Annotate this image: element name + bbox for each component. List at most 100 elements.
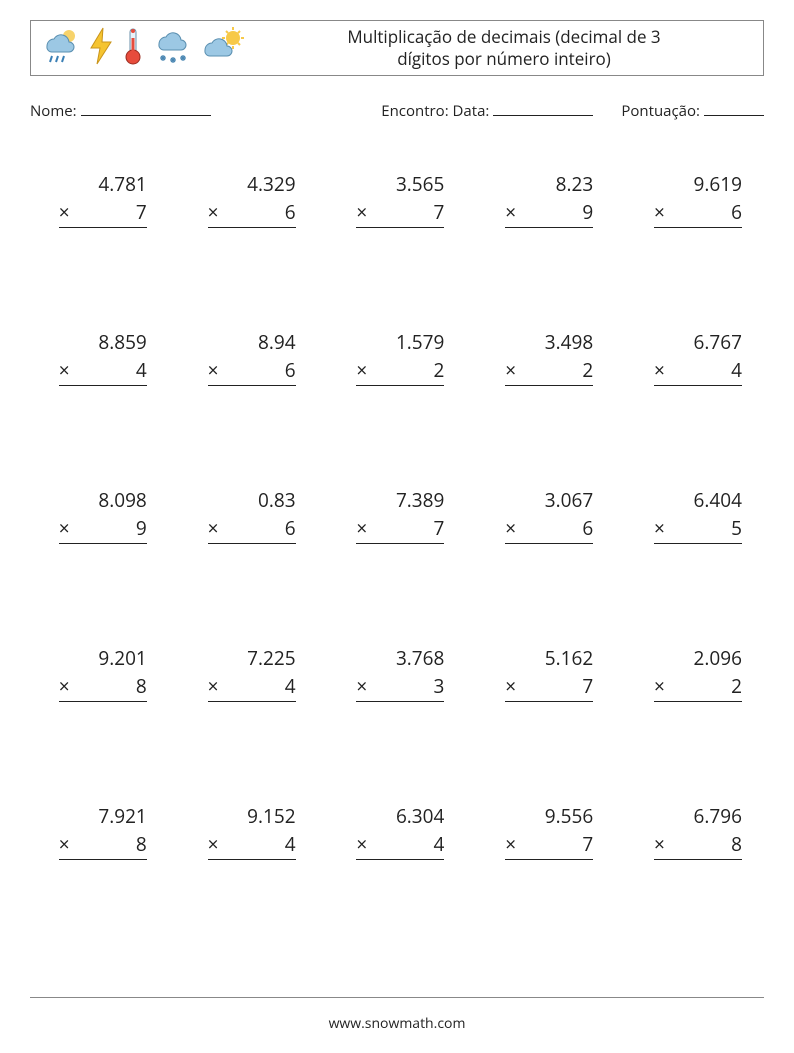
problem-cell: 9.556×7: [476, 783, 615, 941]
multiplicand: 4.781: [59, 171, 147, 197]
multiplier-row: ×7: [505, 673, 593, 702]
multiply-operator: ×: [208, 199, 219, 225]
multiplier-row: ×7: [505, 831, 593, 860]
multiplier: 7: [582, 831, 593, 857]
multiply-operator: ×: [505, 515, 516, 541]
multiply-operator: ×: [59, 357, 70, 383]
problem-cell: 7.225×4: [179, 625, 318, 783]
multiplier: 5: [731, 515, 742, 541]
multiplier: 2: [582, 357, 593, 383]
problem-cell: 8.94×6: [179, 309, 318, 467]
problem-cell: 8.23×9: [476, 151, 615, 309]
multiplicand: 6.796: [654, 803, 742, 829]
encounter-label: Encontro: Data:: [381, 101, 489, 121]
multiplier: 6: [731, 199, 742, 225]
score-field: Pontuação:: [621, 98, 764, 121]
problem-cell: 2.096×2: [625, 625, 764, 783]
snow-cloud-icon: [151, 26, 195, 71]
multiply-operator: ×: [654, 357, 665, 383]
multiplier-row: ×5: [654, 515, 742, 544]
problem-cell: 0.83×6: [179, 467, 318, 625]
multiplier-row: ×8: [59, 831, 147, 860]
multiply-operator: ×: [356, 515, 367, 541]
problem-cell: 5.162×7: [476, 625, 615, 783]
multiply-operator: ×: [654, 199, 665, 225]
score-blank[interactable]: [704, 98, 764, 116]
multiplier: 8: [136, 831, 147, 857]
multiply-operator: ×: [208, 831, 219, 857]
name-blank[interactable]: [81, 98, 211, 116]
multiplier-row: ×2: [654, 673, 742, 702]
multiplier-row: ×4: [654, 357, 742, 386]
info-line: Nome: Encontro: Data: Pontuação:: [30, 98, 764, 121]
multiply-operator: ×: [505, 831, 516, 857]
multiplier: 4: [285, 831, 296, 857]
encounter-field: Encontro: Data:: [381, 98, 593, 121]
name-field: Nome:: [30, 98, 211, 121]
problem-cell: 4.781×7: [30, 151, 169, 309]
multiplier: 4: [434, 831, 445, 857]
multiplier: 6: [285, 357, 296, 383]
multiplier-row: ×4: [356, 831, 444, 860]
multiply-operator: ×: [208, 357, 219, 383]
multiplicand: 8.859: [59, 329, 147, 355]
multiplier-row: ×4: [59, 357, 147, 386]
problem-cell: 3.498×2: [476, 309, 615, 467]
multiplier: 7: [434, 515, 445, 541]
footer: www.snowmath.com: [0, 997, 794, 1033]
multiply-operator: ×: [59, 515, 70, 541]
multiplier: 9: [136, 515, 147, 541]
multiply-operator: ×: [59, 831, 70, 857]
multiplier-row: ×4: [208, 831, 296, 860]
multiplier-row: ×2: [505, 357, 593, 386]
multiplicand: 4.329: [208, 171, 296, 197]
multiplier-row: ×7: [356, 199, 444, 228]
multiply-operator: ×: [208, 673, 219, 699]
worksheet-title: Multiplicação de decimais (decimal de 3 …: [245, 22, 763, 74]
multiply-operator: ×: [208, 515, 219, 541]
multiplier-row: ×7: [59, 199, 147, 228]
multiplier: 8: [136, 673, 147, 699]
multiplicand: 6.304: [356, 803, 444, 829]
multiply-operator: ×: [59, 673, 70, 699]
problem-cell: 3.067×6: [476, 467, 615, 625]
multiply-operator: ×: [356, 673, 367, 699]
problem-cell: 6.304×4: [328, 783, 467, 941]
thermometer-icon: [121, 26, 145, 71]
problem-cell: 3.565×7: [328, 151, 467, 309]
multiplicand: 3.565: [356, 171, 444, 197]
problem-cell: 6.796×8: [625, 783, 764, 941]
problem-cell: 7.921×8: [30, 783, 169, 941]
multiplier-row: ×7: [356, 515, 444, 544]
title-line-1: Multiplicação de decimais (decimal de 3: [347, 25, 660, 48]
multiplier-row: ×3: [356, 673, 444, 702]
multiplicand: 9.556: [505, 803, 593, 829]
multiply-operator: ×: [505, 199, 516, 225]
multiplicand: 7.389: [356, 487, 444, 513]
multiply-operator: ×: [356, 831, 367, 857]
header-band: Multiplicação de decimais (decimal de 3 …: [30, 20, 764, 76]
multiply-operator: ×: [356, 357, 367, 383]
multiplier-row: ×6: [208, 515, 296, 544]
name-label: Nome:: [30, 101, 77, 121]
encounter-blank[interactable]: [493, 98, 593, 116]
multiplier: 6: [285, 515, 296, 541]
problem-cell: 4.329×6: [179, 151, 318, 309]
multiplier: 6: [285, 199, 296, 225]
multiplier: 7: [434, 199, 445, 225]
multiply-operator: ×: [505, 357, 516, 383]
multiplier-row: ×9: [59, 515, 147, 544]
multiplier: 2: [434, 357, 445, 383]
multiplier-row: ×8: [654, 831, 742, 860]
problem-cell: 8.098×9: [30, 467, 169, 625]
multiplicand: 3.067: [505, 487, 593, 513]
multiplicand: 3.768: [356, 645, 444, 671]
multiplier-row: ×8: [59, 673, 147, 702]
multiply-operator: ×: [654, 831, 665, 857]
multiplicand: 1.579: [356, 329, 444, 355]
problem-cell: 1.579× 2: [328, 309, 467, 467]
multiplier-row: ×6: [208, 199, 296, 228]
multiplier: 8: [731, 831, 742, 857]
multiplier: 7: [136, 199, 147, 225]
multiplicand: 9.201: [59, 645, 147, 671]
